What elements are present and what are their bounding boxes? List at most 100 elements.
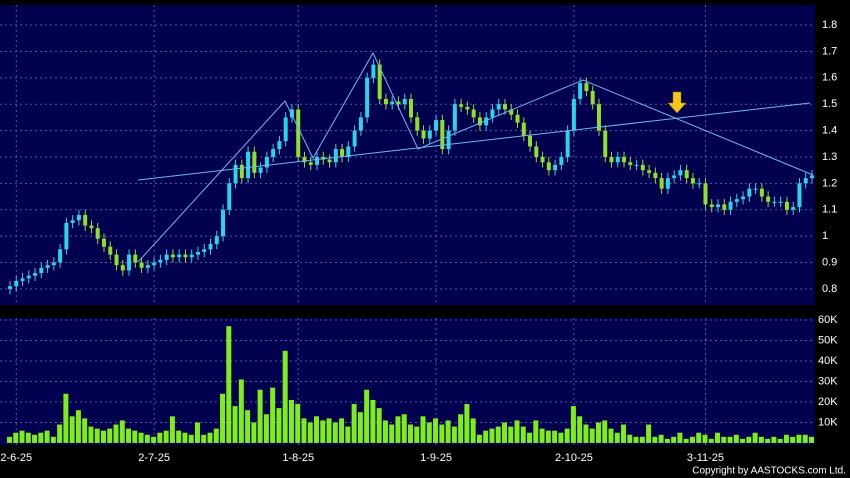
candle-body bbox=[296, 109, 301, 157]
volume-bar bbox=[652, 436, 658, 443]
candle-body bbox=[271, 149, 276, 157]
candle-body bbox=[239, 164, 244, 179]
volume-bar bbox=[119, 420, 125, 443]
candle-body bbox=[709, 204, 714, 208]
candle-body bbox=[553, 164, 558, 171]
candle-body bbox=[164, 254, 169, 260]
volume-bar bbox=[201, 434, 207, 443]
volume-bar bbox=[408, 424, 413, 443]
volume-bar bbox=[646, 424, 652, 443]
volume-bar bbox=[683, 438, 689, 443]
candle-body bbox=[120, 265, 125, 271]
candle-body bbox=[333, 149, 338, 163]
volume-bar bbox=[451, 426, 457, 443]
x-tick-label: 3-11-25 bbox=[687, 452, 724, 464]
volume-bar bbox=[238, 379, 244, 443]
volume-bar bbox=[32, 434, 38, 443]
volume-bar bbox=[589, 428, 595, 443]
volume-bar bbox=[163, 430, 169, 443]
y-tick-label: 10K bbox=[818, 416, 838, 428]
candle-body bbox=[747, 188, 752, 197]
candle-body bbox=[722, 204, 727, 210]
volume-bar bbox=[577, 416, 583, 443]
candle-body bbox=[101, 238, 106, 247]
volume-bar bbox=[194, 422, 200, 443]
volume-bar bbox=[802, 434, 808, 443]
y-tick-label: 50K bbox=[818, 334, 838, 346]
volume-bar bbox=[364, 389, 370, 443]
candle-body bbox=[133, 254, 138, 263]
volume-bar bbox=[809, 436, 814, 443]
volume-bar bbox=[708, 438, 714, 443]
candle-body bbox=[615, 156, 620, 163]
y-tick-label: 1.7 bbox=[822, 45, 837, 57]
candle-body bbox=[716, 204, 721, 208]
candle-body bbox=[170, 254, 175, 258]
volume-bar bbox=[220, 393, 226, 443]
candle-body bbox=[8, 286, 12, 289]
candle-body bbox=[672, 175, 677, 179]
volume-bar bbox=[370, 399, 376, 443]
y-tick-label: 40K bbox=[818, 355, 838, 367]
volume-bar bbox=[733, 434, 739, 443]
volume-bar bbox=[746, 436, 752, 443]
candle-body bbox=[202, 249, 207, 252]
volume-bar bbox=[314, 416, 320, 443]
candle-body bbox=[590, 91, 595, 105]
volume-bar bbox=[545, 430, 551, 443]
y-tick-label: 0.8 bbox=[822, 283, 837, 295]
volume-bar bbox=[489, 428, 495, 443]
candle-body bbox=[477, 117, 482, 126]
neckline bbox=[137, 102, 811, 181]
candle-body bbox=[177, 254, 182, 258]
candle-body bbox=[434, 120, 439, 131]
candle-body bbox=[609, 156, 614, 163]
volume-bar bbox=[458, 414, 464, 443]
candle-body bbox=[427, 130, 432, 139]
candle-body bbox=[409, 98, 413, 118]
volume-bar bbox=[621, 424, 627, 443]
volume-bar bbox=[395, 416, 401, 443]
volume-bar bbox=[495, 426, 501, 443]
volume-bar bbox=[414, 426, 420, 443]
volume-bar bbox=[295, 404, 301, 443]
x-tick-label: 1-8-25 bbox=[282, 452, 314, 464]
candle-body bbox=[26, 275, 31, 279]
candle-body bbox=[772, 201, 777, 203]
volume-bar bbox=[389, 424, 395, 443]
y-tick-label: 1.2 bbox=[822, 177, 837, 189]
volume-bar bbox=[126, 428, 132, 443]
candle-body bbox=[484, 117, 489, 126]
volume-bar bbox=[69, 416, 75, 443]
candle-body bbox=[352, 130, 357, 147]
candle-body bbox=[528, 135, 533, 147]
candle-body bbox=[289, 109, 294, 118]
volume-bar bbox=[144, 434, 150, 443]
candle-body bbox=[70, 220, 75, 223]
candle-body bbox=[20, 278, 25, 281]
candle-body bbox=[622, 156, 627, 163]
candle-body bbox=[465, 106, 470, 110]
volume-bar bbox=[307, 422, 313, 443]
candle-body bbox=[390, 101, 395, 105]
volume-bar bbox=[88, 426, 94, 443]
volume-bar bbox=[376, 408, 382, 443]
candle-body bbox=[233, 164, 238, 184]
y-tick-label: 1.1 bbox=[822, 204, 837, 216]
arrow bbox=[667, 91, 687, 114]
volume-bar bbox=[721, 436, 727, 443]
candle-body bbox=[246, 151, 251, 179]
volume-bar bbox=[758, 436, 764, 443]
candle-body bbox=[396, 101, 401, 105]
candle-body bbox=[33, 273, 38, 276]
volume-bar bbox=[527, 432, 533, 443]
candle-body bbox=[515, 114, 520, 123]
volume-bar bbox=[213, 428, 219, 443]
volume-bar bbox=[19, 430, 25, 443]
candle-body bbox=[327, 159, 332, 163]
candle-body bbox=[208, 244, 213, 250]
candle-body bbox=[76, 215, 81, 221]
y-tick-label: 1.5 bbox=[822, 98, 837, 110]
copyright: Copyright by AASTOCKS.com Ltd. bbox=[692, 466, 846, 477]
volume-bar bbox=[282, 350, 288, 443]
